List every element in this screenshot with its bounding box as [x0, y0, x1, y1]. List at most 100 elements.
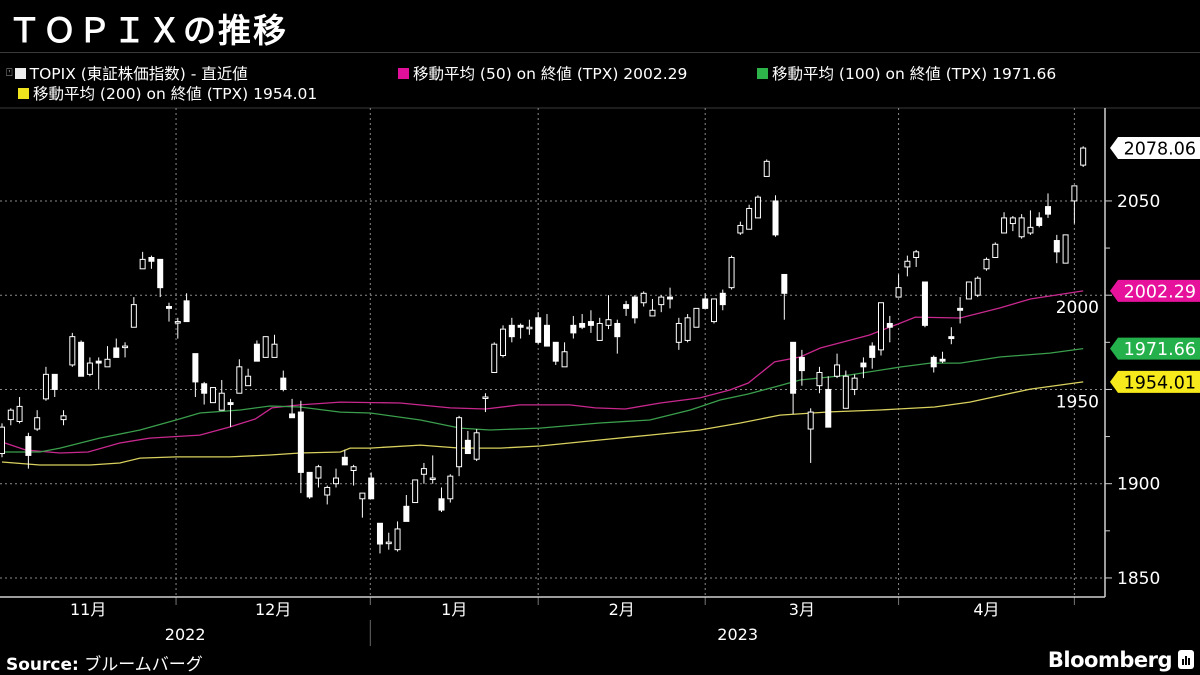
- x-year-label: 2022: [165, 625, 206, 644]
- legend-item-ma100: 移動平均 (100) on 終値 (TPX) 1971.66: [757, 62, 1056, 84]
- candle-up: [1080, 147, 1087, 166]
- candle-up: [245, 375, 252, 387]
- candle-up: [693, 307, 700, 328]
- candle-down: [719, 292, 726, 306]
- candle-down: [1053, 240, 1060, 253]
- candle-up: [333, 477, 340, 485]
- legend-label: TOPIX (東証株価指数) - 直近値: [29, 65, 248, 83]
- candle-up: [1062, 234, 1069, 264]
- bloomberg-mark-icon: [1178, 650, 1194, 669]
- candle-down: [192, 353, 199, 383]
- legend-swatch: [757, 67, 768, 79]
- price-badge: [1110, 337, 1200, 360]
- chart-title: ＴＯＰＩＸの推移: [8, 11, 288, 50]
- candle-down: [376, 522, 383, 545]
- candle-up: [473, 432, 480, 460]
- candle-up: [605, 319, 612, 326]
- title-divider: [0, 52, 1200, 53]
- candle-down: [51, 373, 58, 390]
- candle-up: [394, 528, 401, 551]
- x-year-label: 2023: [717, 625, 758, 644]
- candle-up: [807, 411, 814, 430]
- y-tick-label: 2050: [1117, 192, 1160, 212]
- candle-down: [623, 304, 630, 309]
- moving-average-line: [1, 290, 1084, 454]
- candle-up: [139, 258, 146, 270]
- candle-up: [315, 466, 322, 479]
- candle-up: [456, 417, 463, 468]
- candle-up: [526, 326, 533, 330]
- candle-up: [447, 475, 454, 500]
- candle-up: [42, 373, 49, 400]
- candle-up: [34, 417, 41, 430]
- candle-up: [728, 256, 735, 289]
- candle-down: [921, 281, 928, 326]
- candle-up: [271, 343, 278, 358]
- moving-average-line: [2, 347, 1084, 453]
- legend-label: 移動平均 (50) on 終値 (TPX) 2002.29: [413, 65, 688, 83]
- x-month-label: 2月: [609, 600, 635, 619]
- candle-up: [763, 160, 770, 177]
- candle-down: [948, 336, 955, 340]
- candle-up: [878, 302, 884, 351]
- candle-down: [403, 505, 410, 522]
- candle-up: [324, 486, 331, 496]
- legend-item-ma200: 移動平均 (200) on 終値 (TPX) 1954.01: [18, 82, 317, 104]
- candle-up: [895, 287, 902, 298]
- legend-item-topix: ⍞ TOPIX (東証株価指数) - 直近値: [6, 62, 248, 84]
- candle-down: [1045, 206, 1052, 215]
- candle-down: [25, 436, 32, 456]
- candle-up: [1009, 217, 1016, 225]
- candle-up: [992, 243, 999, 258]
- candle-up: [420, 468, 427, 475]
- candle-down: [860, 362, 867, 368]
- candle-down: [297, 411, 304, 473]
- candle-down: [306, 471, 313, 498]
- candle-down: [183, 300, 190, 323]
- candle-up: [746, 207, 753, 230]
- candle-up: [684, 317, 691, 341]
- source-note: Source: ブルームバーグ: [6, 650, 203, 675]
- y-tick-label: 1850: [1117, 569, 1160, 589]
- legend-swatch: [398, 67, 409, 79]
- candle-up: [60, 415, 67, 421]
- candle-up: [851, 377, 858, 390]
- candle-down: [289, 413, 296, 419]
- candle-down: [798, 356, 805, 372]
- candle-down: [790, 341, 797, 394]
- candle-up: [1027, 226, 1034, 234]
- candle-down: [772, 200, 779, 236]
- candle-up: [482, 396, 489, 399]
- candle-down: [702, 298, 709, 309]
- price-badge-label: 1971.66: [1124, 340, 1196, 360]
- candle-down: [614, 322, 621, 338]
- candle-down: [95, 360, 102, 364]
- candle-up: [122, 345, 129, 349]
- candle-up: [561, 351, 568, 368]
- candle-up: [974, 277, 981, 296]
- candle-up: [913, 251, 920, 258]
- candle-down: [957, 307, 964, 311]
- candle-down: [886, 322, 893, 328]
- candle-up: [209, 387, 216, 404]
- candle-up: [350, 466, 357, 471]
- candle-up: [236, 366, 243, 394]
- source-value: ブルームバーグ: [84, 655, 203, 675]
- price-badge: [1110, 370, 1200, 393]
- candle-up: [491, 343, 498, 373]
- candle-up: [16, 405, 23, 422]
- candle-down: [667, 296, 674, 300]
- y-tick-label: 1900: [1117, 475, 1160, 495]
- candle-down: [78, 341, 85, 377]
- x-month-label: 1月: [441, 600, 467, 619]
- candlestick-chart: 2050 2000 1950 1900 1850 11月 12月 1月 2月 3月 4月 2022 20…: [0, 107, 1200, 646]
- bloomberg-logo: Bloomberg: [1047, 648, 1173, 672]
- candle-up: [174, 321, 181, 324]
- candle-down: [517, 324, 524, 328]
- price-badge-label: 2078.06: [1124, 140, 1196, 160]
- candle-down: [227, 402, 234, 406]
- candle-up: [710, 298, 717, 323]
- candle-up: [412, 479, 419, 504]
- candle-down: [148, 256, 155, 262]
- candle-up: [1001, 217, 1008, 234]
